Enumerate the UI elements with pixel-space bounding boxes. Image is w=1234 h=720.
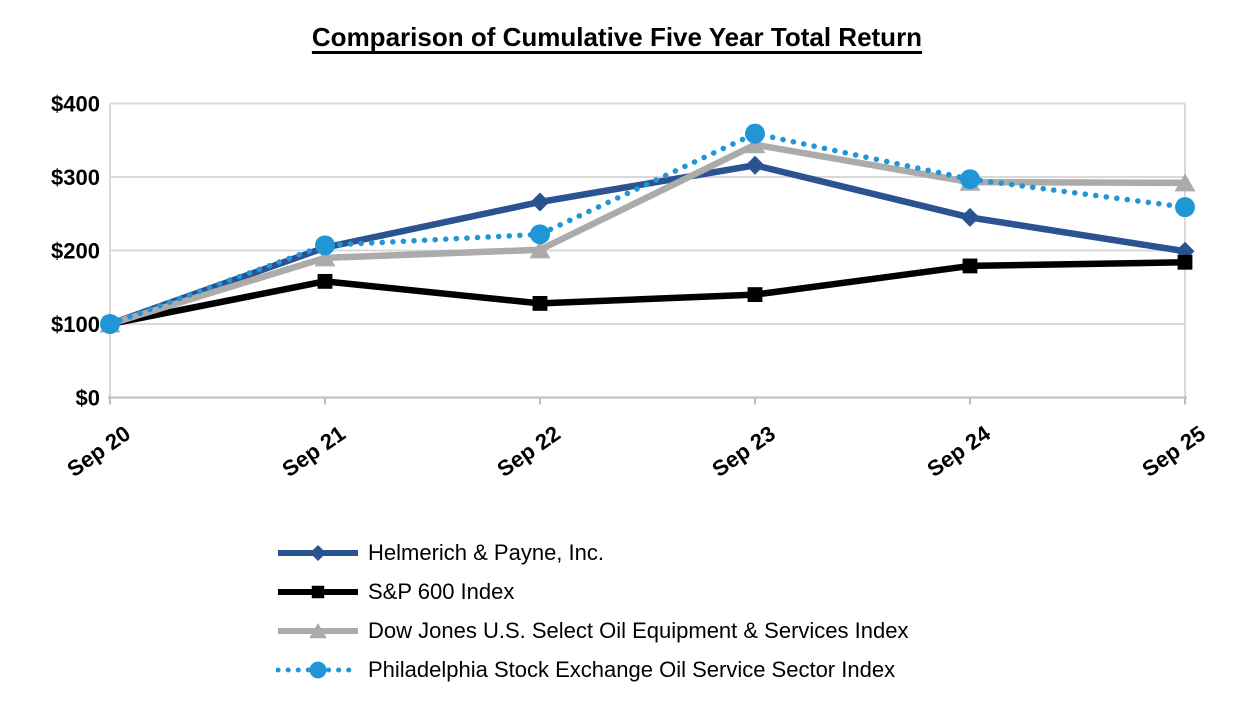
legend-item-philadelphia-stock-exchange-: Philadelphia Stock Exchange Oil Service … (276, 650, 908, 689)
legend-item-dow-jones-u-s-select-oil-equ: Dow Jones U.S. Select Oil Equipment & Se… (276, 611, 908, 650)
x-axis-label-sep-25: Sep 25 (1137, 421, 1209, 482)
circle-marker (960, 169, 980, 190)
triangle-marker (309, 622, 327, 638)
chart-title: Comparison of Cumulative Five Year Total… (311, 22, 923, 52)
circle-marker (1175, 197, 1195, 218)
series-line-philadelphia-stock-exchange- (107, 130, 1188, 327)
square-marker (317, 273, 333, 289)
series-line-s-p-600-index (109, 259, 1186, 328)
triangle-marker (744, 135, 766, 154)
y-axis-label-100: $100 (51, 312, 100, 337)
square-marker (747, 287, 763, 303)
circle-marker (315, 235, 335, 256)
legend-label: Dow Jones U.S. Select Oil Equipment & Se… (368, 617, 909, 643)
diamond-marker (530, 192, 550, 212)
series-markers-philadelphia-stock-exchange- (100, 123, 1195, 334)
square-marker (962, 258, 978, 274)
y-axis-label-0: $0 (76, 386, 100, 411)
legend-label: Philadelphia Stock Exchange Oil Service … (368, 656, 896, 682)
y-axis-label-300: $300 (51, 165, 100, 190)
chart-legend: Helmerich & Payne, Inc. S&P 600 Index Dow … (276, 533, 908, 689)
triangle-marker (314, 248, 336, 267)
x-axis-label-sep-22: Sep 22 (492, 421, 564, 482)
triangle-marker (1174, 173, 1196, 192)
y-axis-label-400: $400 (51, 92, 100, 117)
y-axis-label-200: $200 (51, 239, 100, 264)
circle-marker (745, 123, 765, 144)
legend-label: Helmerich & Payne, Inc. (368, 539, 604, 565)
circle-marker (309, 661, 327, 678)
legend-triangle-line-sample (278, 622, 358, 638)
triangle-marker (529, 240, 551, 259)
diamond-marker (310, 544, 326, 561)
legend-circle-line-sample (276, 661, 360, 678)
legend-square-line-sample (278, 585, 358, 598)
legend-label: S&P 600 Index (368, 578, 515, 604)
square-marker (1177, 254, 1193, 270)
square-marker (311, 585, 325, 598)
legend-diamond-line-sample (278, 544, 358, 561)
x-axis-label-sep-23: Sep 23 (707, 421, 779, 482)
circle-marker (100, 314, 120, 334)
square-marker (532, 296, 548, 311)
plot-area: $0 $100 $200 $300 $400 Sep 20 Sep 21 Sep 22 Sep … (51, 92, 1210, 482)
x-axis-label-sep-20: Sep 20 (62, 421, 134, 482)
legend-item-helmerich-payne-inc: Helmerich & Payne, Inc. (276, 533, 908, 572)
x-axis-label-sep-24: Sep 24 (922, 420, 995, 482)
circle-marker (530, 224, 550, 245)
diamond-marker (745, 155, 765, 175)
diamond-marker (960, 207, 980, 227)
x-axis-label-sep-21: Sep 21 (277, 421, 349, 482)
series-markers-dow-jones-u-s-select-oil-equ (99, 135, 1196, 333)
series-line-dow-jones-u-s-select-oil-equ (109, 141, 1186, 328)
legend-item-s-p-600-index: S&P 600 Index (276, 572, 908, 611)
